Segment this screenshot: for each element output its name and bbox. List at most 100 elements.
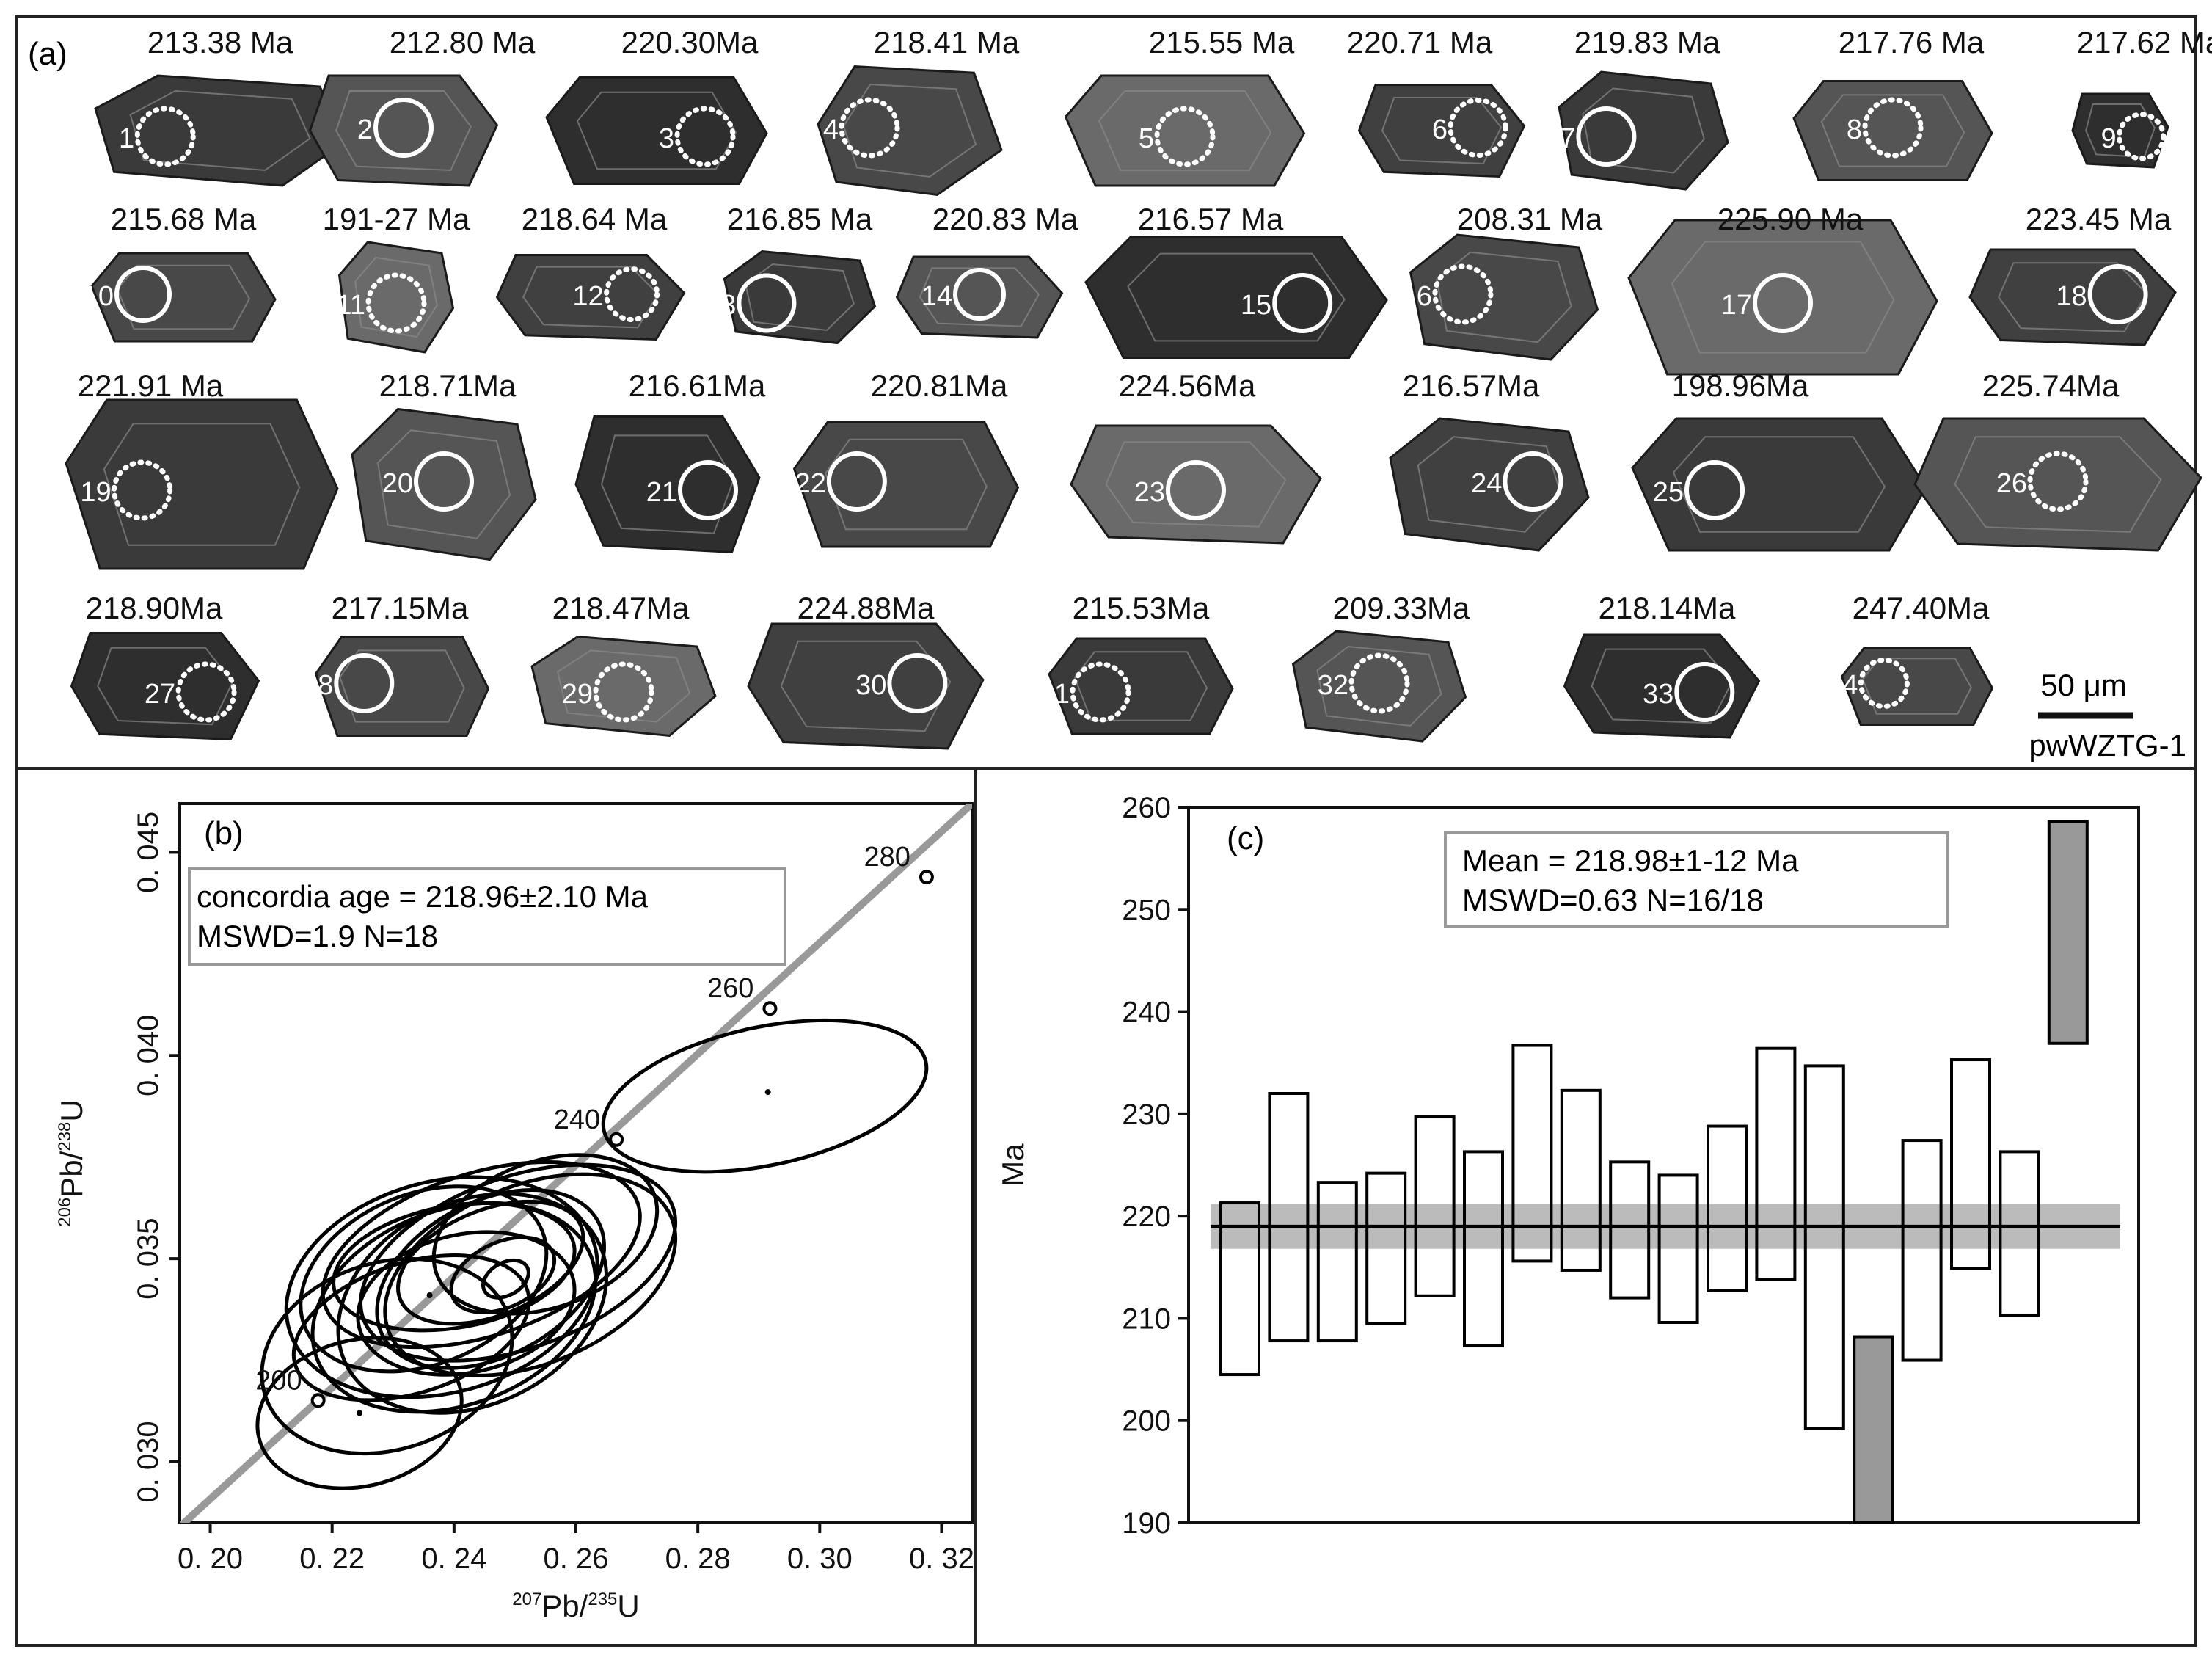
spot-number: 26 <box>1996 468 2027 499</box>
zircon-grain: 2 212.80 Ma <box>308 25 536 187</box>
grain-age-label: 217.76 Ma <box>1839 25 1985 59</box>
age-error-bar <box>1901 1139 1943 1362</box>
concordia-age-label: 200 <box>255 1365 302 1396</box>
grain-outline <box>1409 233 1599 361</box>
weighted-mean-plot-area <box>1187 806 2140 1524</box>
zircon-grain: 13 216.85 Ma <box>705 202 877 345</box>
grain-age-label: 216.85 Ma <box>727 202 873 236</box>
grain-age-label: 224.56Ma <box>1119 368 1256 403</box>
grain-outline <box>1048 637 1234 735</box>
zircon-grain: 21 216.61Ma <box>574 368 766 554</box>
x-tick-label: 0. 28 <box>665 1543 731 1575</box>
spot-number: 32 <box>1318 670 1348 701</box>
zircon-grain: 22 220.81Ma <box>792 368 1020 548</box>
grain-zoning <box>103 423 301 546</box>
grain-outline <box>70 632 260 741</box>
analysis-spot <box>1432 263 1494 325</box>
spot-number: 3 <box>659 123 674 154</box>
spot-number: 11 <box>337 290 365 321</box>
analysis-spot <box>826 451 887 512</box>
grain-age-label: 217.15Ma <box>332 591 469 625</box>
grain-outline <box>90 252 277 343</box>
grain-zoning <box>576 91 737 170</box>
zircon-grain: 28 217.15Ma <box>302 591 490 737</box>
analysis-spot <box>1272 273 1333 333</box>
grain-zoning <box>376 429 511 539</box>
spot-number: 34 <box>1827 670 1858 701</box>
zircon-grain-grid: 1 213.38 Ma 2 212.80 Ma 3 220.30Ma 4 218.41 Ma 5… <box>65 25 2212 750</box>
grain-zoning <box>335 90 472 172</box>
y-tick-label: 260 <box>1122 792 1171 824</box>
spot-number: 27 <box>145 679 175 710</box>
spot-number: 5 <box>1139 123 1154 154</box>
spot-number: 9 <box>2100 123 2116 154</box>
spot-number: 10 <box>83 281 114 312</box>
grain-zoning <box>825 438 988 531</box>
age-error-bar <box>1560 1088 1602 1272</box>
concordia-age-marker <box>762 1001 778 1016</box>
zircon-grain: 3 220.30Ma <box>545 25 768 185</box>
x-tick-label: 0. 26 <box>544 1543 609 1575</box>
zircon-grain: 5 215.55 Ma <box>1064 25 1306 187</box>
zircon-grain: 6 220.71 Ma <box>1347 25 1526 178</box>
grain-zoning <box>2085 103 2156 159</box>
analysis-spot <box>365 272 427 334</box>
analysis-spot <box>1576 106 1637 167</box>
analysis-spot <box>1448 98 1508 158</box>
age-error-bar <box>1365 1171 1407 1325</box>
grain-zoning <box>1127 252 1346 342</box>
grain-age-label: 215.68 Ma <box>111 202 257 236</box>
zircon-grain: 34 247.40Ma <box>1827 591 1994 726</box>
grain-age-label: 215.53Ma <box>1073 591 1210 625</box>
y-tick-label: 240 <box>1122 997 1171 1029</box>
spot-number: 19 <box>80 477 111 508</box>
concordia-age-label: 240 <box>554 1104 600 1135</box>
weighted-mean-content <box>1211 820 2120 1524</box>
analysis-spot <box>112 459 173 521</box>
error-ellipse <box>336 1192 609 1415</box>
age-error-bar <box>1268 1092 1310 1343</box>
analysis-spot <box>1674 662 1735 722</box>
concordia-age-box <box>188 867 786 966</box>
analysis-spot <box>839 97 900 159</box>
spot-number: 8 <box>1847 114 1862 145</box>
grain-age-label: 221.91 Ma <box>78 368 224 403</box>
analysis-spot <box>373 98 434 158</box>
age-error-bar <box>1219 1201 1260 1377</box>
grain-age-label: 209.33Ma <box>1333 591 1470 625</box>
panel-a-label: (a) <box>28 36 67 72</box>
concordia-age-text: concordia age = 218.96±2.10 Ma <box>197 879 649 914</box>
error-ellipse <box>356 1230 577 1377</box>
concordia-content: 200 240 260 280 <box>180 804 972 1523</box>
y-tick-label: 0. 045 <box>132 812 164 893</box>
spot-number: 23 <box>1134 477 1165 508</box>
grain-zoning <box>354 256 438 338</box>
zircon-grain: 29 218.47Ma <box>530 591 717 738</box>
age-error-bar <box>1950 1058 1991 1270</box>
spot-number: 24 <box>1471 468 1502 499</box>
age-error-bar <box>1414 1115 1456 1297</box>
zircon-grain: 24 216.57Ma <box>1389 368 1590 552</box>
analysis-spot <box>1753 273 1813 333</box>
analysis-spot <box>678 460 738 520</box>
sample-id: pwWZTG-1 <box>2029 728 2186 762</box>
x-tick-label: 0. 22 <box>299 1543 365 1575</box>
y-tick-label: 200 <box>1122 1405 1171 1438</box>
grain-age-label: 218.71Ma <box>379 368 517 403</box>
grain-zoning <box>1954 436 2162 533</box>
spot-number: 6 <box>1432 114 1448 145</box>
concordia-axes: 0. 20 0. 22 0. 24 0. 26 0. 28 0. 30 0. 32 0. 03… <box>54 812 974 1623</box>
grain-outline <box>1627 219 1938 376</box>
y-tick-label: 0. 035 <box>132 1218 164 1300</box>
panel-c-weighted-mean: (c) Mean = 218.98±1-12 Ma MSWD=0.63 N=16… <box>974 767 2197 1647</box>
analysis-spot <box>1070 661 1131 723</box>
age-error-bar <box>1755 1046 1797 1281</box>
analysis-spot <box>2087 264 2148 324</box>
grain-age-label: 247.40Ma <box>1853 591 1990 625</box>
age-error-bar <box>1707 1124 1748 1292</box>
grain-outline <box>1792 80 1993 181</box>
y-tick-label: 230 <box>1122 1099 1171 1131</box>
grain-age-label: 198.96Ma <box>1672 368 1809 403</box>
spot-number: 20 <box>382 468 413 499</box>
